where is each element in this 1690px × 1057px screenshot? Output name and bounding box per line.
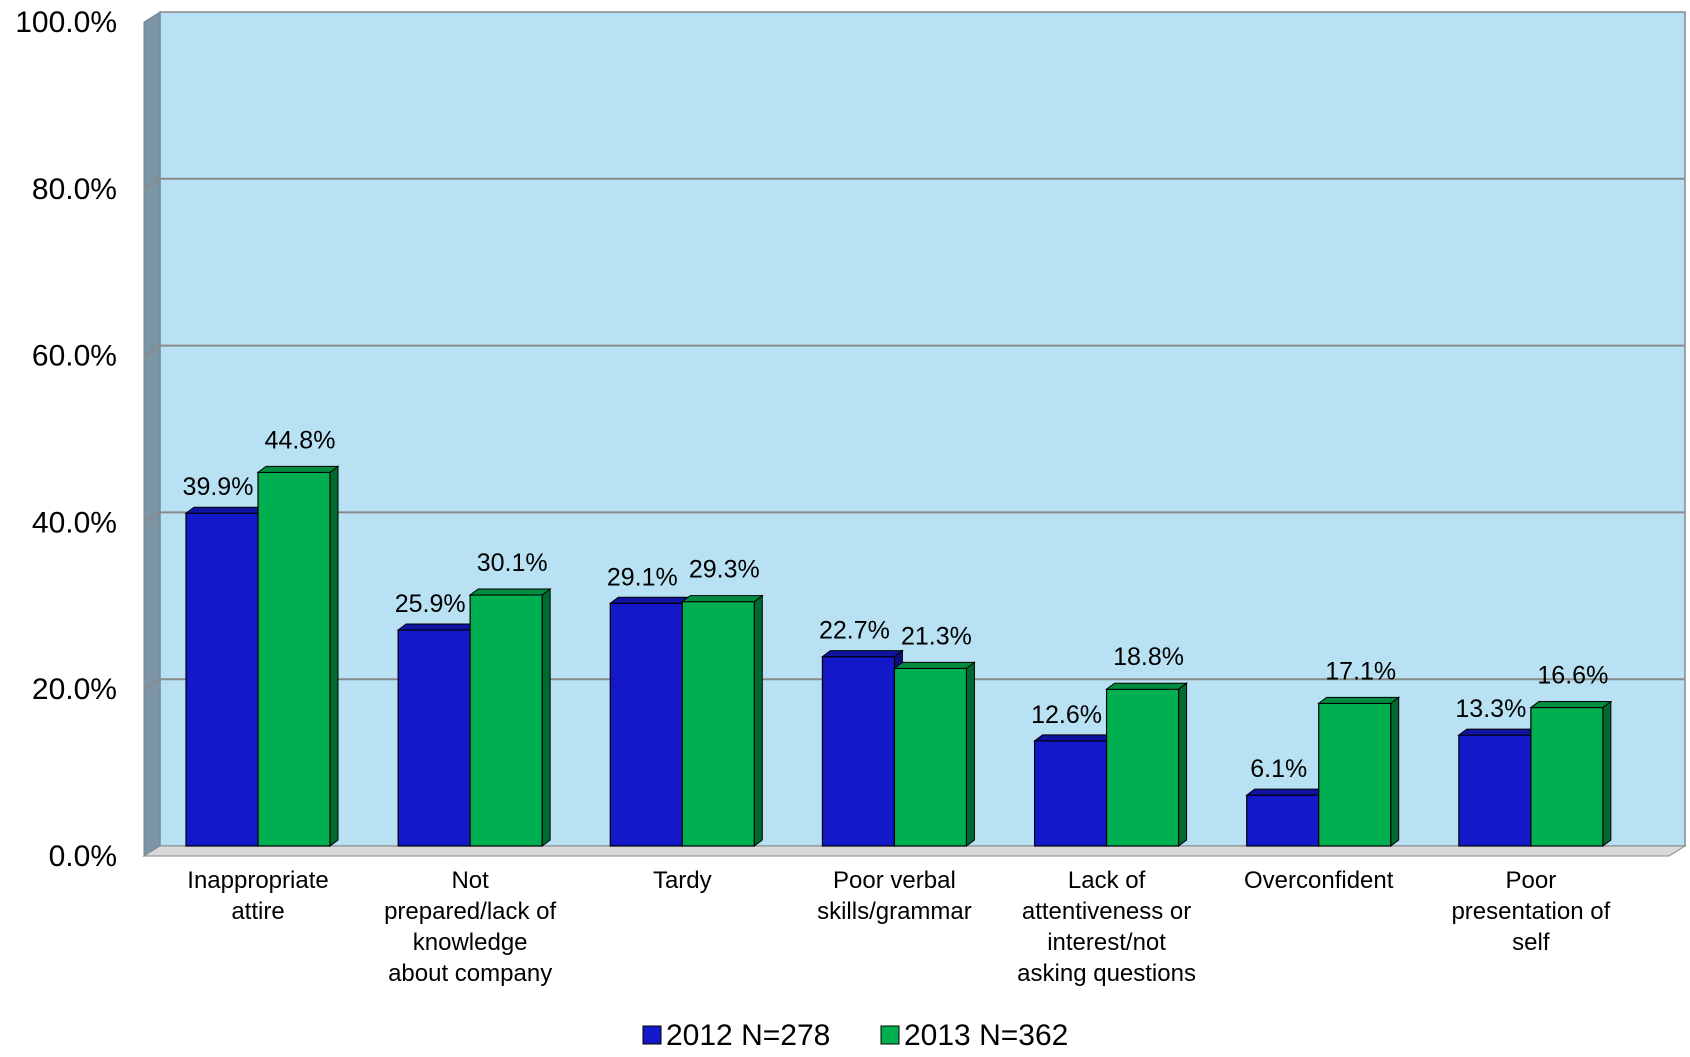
data-label: 22.7% — [819, 617, 890, 645]
legend: 2012 N=278 2013 N=362 — [642, 1019, 1068, 1052]
data-label: 21.3% — [901, 622, 972, 650]
x-tick-label: Lack of — [1068, 867, 1146, 894]
bar — [397, 629, 471, 847]
x-tick-label: attentiveness or — [1022, 898, 1191, 925]
x-tick-label: Inappropriate — [187, 867, 328, 894]
bar-top — [1457, 728, 1541, 736]
data-label: 17.1% — [1325, 657, 1396, 685]
bar-side — [329, 465, 339, 847]
data-labels: 39.9% 44.8% 25.9% 30.1% 29.1% 29.3% 22.7% 21.3%… — [183, 426, 1609, 783]
bar — [185, 512, 259, 847]
x-tick-label: Tardy — [653, 867, 712, 894]
x-tick-label: skills/grammar — [817, 898, 972, 925]
x-tick-label: about company — [388, 960, 552, 987]
bar-top — [1105, 682, 1189, 690]
bar — [893, 667, 968, 847]
bar — [1318, 702, 1392, 847]
data-label: 29.3% — [689, 556, 760, 584]
x-tick-label: Not — [451, 867, 489, 894]
bar-side — [1390, 696, 1400, 847]
legend-swatch — [642, 1025, 662, 1045]
x-tick-label: presentation of — [1451, 898, 1610, 925]
data-label: 18.8% — [1113, 643, 1184, 671]
bar — [257, 471, 331, 847]
side-wall — [143, 11, 161, 857]
bar-top — [820, 650, 904, 658]
legend-label: 2012 N=278 — [666, 1019, 830, 1052]
x-tick-label: knowledge — [413, 929, 528, 956]
data-label: 44.8% — [265, 426, 336, 454]
data-label: 16.6% — [1537, 662, 1608, 690]
bar-top — [892, 661, 976, 669]
x-tick-label: Poor verbal — [833, 867, 956, 894]
x-tick-label: Overconfident — [1244, 867, 1394, 894]
x-tick-label: attire — [231, 898, 284, 925]
x-tick-label: self — [1512, 929, 1550, 956]
data-label: 13.3% — [1455, 695, 1526, 723]
y-tick-label: 60.0% — [32, 340, 117, 373]
bar-top — [680, 595, 764, 603]
data-label: 25.9% — [395, 590, 466, 618]
gridline-side — [143, 511, 161, 524]
bar-side — [965, 661, 975, 847]
y-tick-label: 80.0% — [32, 173, 117, 206]
bar — [1105, 688, 1180, 847]
bar — [1530, 706, 1604, 847]
x-tick-label: prepared/lack of — [384, 898, 556, 925]
bar — [1458, 734, 1532, 847]
gridline-side — [143, 344, 161, 357]
y-tick-label: 20.0% — [32, 673, 117, 706]
legend-swatch — [880, 1025, 900, 1045]
floor — [142, 845, 1687, 857]
bar-side — [753, 594, 763, 847]
bars — [184, 465, 1613, 847]
bar — [469, 594, 543, 847]
bar-top — [1245, 788, 1329, 796]
bar-top — [396, 623, 480, 631]
bar-side — [541, 587, 551, 847]
bar-top — [608, 596, 692, 604]
bar-top — [256, 465, 340, 473]
gridline-side — [143, 177, 161, 190]
data-label: 12.6% — [1031, 701, 1102, 729]
x-tick-label: interest/not — [1047, 929, 1166, 956]
y-tick-label: 100.0% — [15, 6, 117, 39]
bar-top — [184, 506, 268, 514]
bar-side — [1178, 682, 1188, 847]
x-axis-tick-labels: Inappropriate attire Not prepared/lack of kn… — [187, 867, 1610, 987]
y-axis-tick-labels: 0.0% 20.0% 40.0% 60.0% 80.0% 100.0% — [15, 6, 117, 873]
bar-top — [1317, 696, 1401, 704]
bar-side — [1602, 700, 1612, 847]
bar — [681, 601, 755, 847]
bar-top — [468, 588, 552, 596]
bar-top — [1033, 734, 1117, 742]
y-tick-label: 40.0% — [32, 506, 117, 539]
x-tick-label: Poor — [1506, 867, 1557, 894]
x-tick-label: asking questions — [1017, 960, 1196, 987]
data-label: 6.1% — [1250, 755, 1307, 783]
legend-label: 2013 N=362 — [904, 1019, 1068, 1052]
y-tick-label: 0.0% — [49, 840, 117, 873]
data-label: 29.1% — [607, 563, 678, 591]
gridline-side — [143, 678, 161, 691]
bar — [609, 602, 683, 847]
bar — [1033, 740, 1108, 847]
bar — [1246, 794, 1320, 847]
data-label: 39.9% — [183, 473, 254, 501]
bar-top — [1529, 701, 1613, 709]
data-label: 30.1% — [477, 549, 548, 577]
bar — [821, 656, 896, 847]
